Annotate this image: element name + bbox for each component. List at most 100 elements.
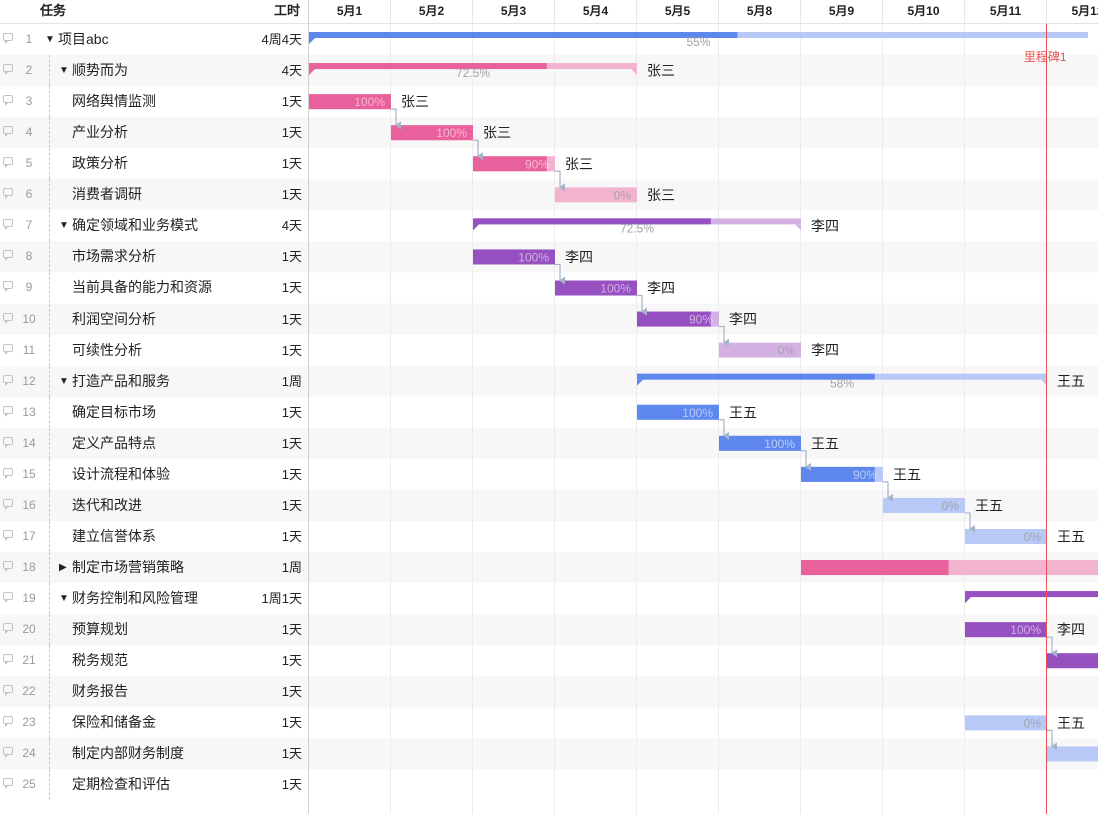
- grid-divider[interactable]: [308, 0, 309, 814]
- task-duration[interactable]: 1天: [281, 404, 302, 420]
- comment-icon[interactable]: [3, 157, 13, 169]
- comment-icon[interactable]: [3, 716, 13, 728]
- task-bar-track[interactable]: [555, 187, 637, 203]
- task-row[interactable]: 16 迭代和改进 1天: [0, 489, 308, 521]
- task-row[interactable]: 25 定期检查和评估 1天: [0, 769, 308, 801]
- duration-column-header[interactable]: 工时: [273, 3, 300, 18]
- comment-icon[interactable]: [3, 529, 13, 541]
- task-bar-progress[interactable]: [801, 466, 875, 482]
- task-name[interactable]: 制定市场营销策略: [72, 559, 184, 576]
- task-name[interactable]: 顺势而为: [72, 62, 128, 79]
- comment-icon[interactable]: [3, 592, 13, 604]
- task-row[interactable]: 23 保险和储备金 1天: [0, 707, 308, 739]
- task-row[interactable]: 18 ▶ 制定市场营销策略 1周: [0, 552, 308, 584]
- task-name[interactable]: 产业分析: [72, 124, 128, 141]
- task-duration[interactable]: 1天: [281, 435, 302, 451]
- task-bar-progress[interactable]: [555, 280, 637, 296]
- summary-bar-progress[interactable]: [965, 591, 1098, 598]
- task-row[interactable]: 15 设计流程和体验 1天: [0, 458, 308, 490]
- task-bar-3[interactable]: 100% 张三: [309, 94, 429, 110]
- task-bar-track[interactable]: [883, 497, 965, 513]
- comment-icon[interactable]: [3, 561, 13, 573]
- task-row[interactable]: 17 建立信誉体系 1天: [0, 520, 308, 552]
- task-bar-progress[interactable]: [637, 311, 711, 327]
- task-name[interactable]: 税务规范: [72, 652, 128, 669]
- task-column-header[interactable]: 任务: [40, 3, 67, 18]
- task-bar-progress[interactable]: [965, 622, 1047, 638]
- task-duration[interactable]: 4天: [281, 218, 302, 234]
- task-row[interactable]: 21 税务规范 1天: [0, 645, 308, 677]
- comment-icon[interactable]: [3, 685, 13, 697]
- task-duration[interactable]: 1天: [281, 94, 302, 110]
- task-duration[interactable]: 1天: [281, 622, 302, 638]
- task-name[interactable]: 可续性分析: [72, 341, 142, 358]
- task-bar-progress[interactable]: [719, 435, 801, 451]
- comment-icon[interactable]: [3, 623, 13, 635]
- comment-icon[interactable]: [3, 467, 13, 479]
- task-bar-17[interactable]: 0% 王五: [965, 528, 1085, 544]
- task-row[interactable]: 1 ▼ 项目abc 4周4天: [0, 24, 308, 55]
- task-bar-2[interactable]: 72.5% 张三: [309, 63, 675, 80]
- comment-icon[interactable]: [3, 312, 13, 324]
- task-bar-9[interactable]: 100% 李四: [555, 280, 675, 296]
- task-row[interactable]: 6 消费者调研 1天: [0, 179, 308, 211]
- comment-icon[interactable]: [3, 436, 13, 448]
- task-row[interactable]: 12 ▼ 打造产品和服务 1周: [0, 365, 308, 397]
- task-bar-progress[interactable]: [1047, 653, 1098, 669]
- task-bar-16[interactable]: 0% 王五: [883, 497, 1003, 513]
- task-name[interactable]: 政策分析: [72, 155, 128, 172]
- task-bar-8[interactable]: 100% 李四: [473, 249, 593, 265]
- comment-icon[interactable]: [3, 64, 13, 76]
- collapse-caret-icon[interactable]: ▼: [59, 65, 69, 77]
- task-name[interactable]: 打造产品和服务: [72, 372, 170, 389]
- task-bar-12[interactable]: 58% 王五: [637, 373, 1085, 391]
- comment-icon[interactable]: [3, 343, 13, 355]
- task-row[interactable]: 11 可续性分析 1天: [0, 334, 308, 366]
- comment-icon[interactable]: [3, 654, 13, 666]
- task-bar-progress[interactable]: [473, 249, 555, 265]
- task-name[interactable]: 定期检查和评估: [72, 776, 170, 793]
- task-row[interactable]: 22 财务报告 1天: [0, 676, 308, 708]
- task-row[interactable]: 7 ▼ 确定领域和业务模式 4天: [0, 210, 308, 242]
- task-bar-15[interactable]: 90% 王五: [801, 466, 921, 482]
- task-duration[interactable]: 1天: [281, 528, 302, 544]
- task-bar-progress[interactable]: [473, 156, 547, 172]
- comment-icon[interactable]: [3, 281, 13, 293]
- task-duration[interactable]: 1周: [281, 560, 302, 576]
- task-bar-track[interactable]: [719, 342, 801, 358]
- task-row[interactable]: 4 产业分析 1天: [0, 117, 308, 149]
- task-name[interactable]: 制定内部财务制度: [72, 745, 184, 762]
- task-row[interactable]: 24 制定内部财务制度 1天: [0, 738, 308, 770]
- comment-icon[interactable]: [3, 498, 13, 510]
- task-row[interactable]: 2 ▼ 顺势而为 4天: [0, 55, 308, 87]
- task-name[interactable]: 利润空间分析: [72, 310, 156, 327]
- collapse-caret-icon[interactable]: ▼: [59, 593, 69, 605]
- task-bar-5[interactable]: 90% 张三: [473, 156, 593, 172]
- task-name[interactable]: 当前具备的能力和资源: [72, 279, 212, 296]
- task-name[interactable]: 建立信誉体系: [72, 527, 156, 544]
- task-row[interactable]: 8 市场需求分析 1天: [0, 241, 308, 273]
- task-bar-6[interactable]: 0% 张三: [555, 187, 675, 203]
- task-name[interactable]: 市场需求分析: [72, 248, 156, 265]
- comment-icon[interactable]: [3, 250, 13, 262]
- task-row[interactable]: 14 定义产品特点 1天: [0, 427, 308, 459]
- task-duration[interactable]: 4天: [281, 63, 302, 79]
- task-name[interactable]: 财务控制和风险管理: [72, 590, 198, 607]
- task-row[interactable]: 19 ▼ 财务控制和风险管理 1周1天: [0, 583, 308, 615]
- task-bar-11[interactable]: 0% 李四: [719, 342, 839, 358]
- comment-icon[interactable]: [3, 405, 13, 417]
- task-bar-track[interactable]: [965, 715, 1047, 731]
- task-bar-progress[interactable]: [637, 404, 719, 420]
- task-bar-7[interactable]: 72.5% 李四: [473, 218, 839, 235]
- comment-icon[interactable]: [3, 126, 13, 138]
- comment-icon[interactable]: [3, 33, 13, 44]
- expand-caret-icon[interactable]: ▶: [59, 562, 67, 574]
- task-duration[interactable]: 1天: [281, 280, 302, 296]
- task-bar-24[interactable]: 0%: [1047, 746, 1098, 762]
- summary-bar-progress[interactable]: [309, 32, 738, 38]
- comment-icon[interactable]: [3, 374, 13, 386]
- task-duration[interactable]: 1天: [281, 715, 302, 731]
- task-row[interactable]: 5 政策分析 1天: [0, 148, 308, 180]
- comment-icon[interactable]: [3, 778, 13, 790]
- task-duration[interactable]: 1天: [281, 342, 302, 358]
